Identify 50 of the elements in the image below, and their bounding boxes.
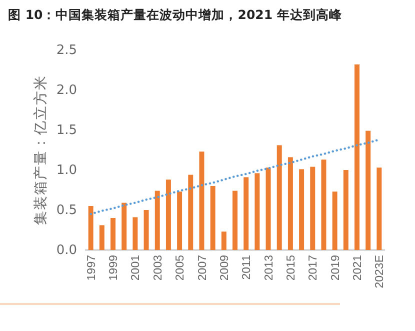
bar [244,177,249,250]
bar [288,157,293,250]
bar [310,166,316,250]
bar [154,190,160,250]
bar [99,225,104,250]
bar [232,190,238,250]
x-tick-label: 2013 [263,255,276,281]
bar [299,169,304,250]
bar [221,232,226,250]
x-tick-label: 1997 [86,255,98,281]
x-tick-label: 1999 [108,255,120,281]
bar [332,192,338,250]
y-tick-label: 1.0 [56,163,77,178]
y-tick-label: 0.5 [56,203,77,218]
x-tick-label: 2021 [352,255,364,281]
bar [343,170,348,250]
bar [199,152,204,250]
bar [110,218,116,250]
y-axis-title: 集装箱产量：亿立方米 [33,75,49,225]
bar [354,64,360,250]
x-tick-label: 2007 [196,255,209,281]
x-tick-label: 2001 [130,255,142,281]
bar [177,192,182,250]
bar [276,145,282,250]
bar [88,206,94,250]
bar [366,130,371,250]
y-tick-label: 0.0 [56,243,77,258]
x-tick-label: 2015 [285,255,298,281]
x-tick-label: 2009 [218,255,231,281]
bar [210,186,216,250]
y-tick-label: 1.5 [56,123,77,138]
line-series [90,138,380,216]
bar [376,168,382,250]
bar [166,180,171,250]
x-tick-label: 2011 [241,255,254,280]
bar [321,160,326,250]
chart-title: 图 10：中国集装箱产量在波动中增加，2021 年达到高峰 [8,7,343,22]
x-tick-label: 2005 [174,255,187,281]
bar [254,173,260,250]
bar [122,202,127,250]
bar [188,174,194,250]
x-tick-label: 2023E [374,254,386,288]
bar [266,168,271,250]
y-tick-label: 2.0 [56,83,77,98]
x-tick-label: 2019 [330,255,342,281]
y-tick-label: 2.5 [56,43,77,58]
x-tick-label: 2017 [308,255,320,281]
x-tick-label: 2003 [152,255,164,281]
bar [144,210,149,250]
bar [132,217,138,250]
